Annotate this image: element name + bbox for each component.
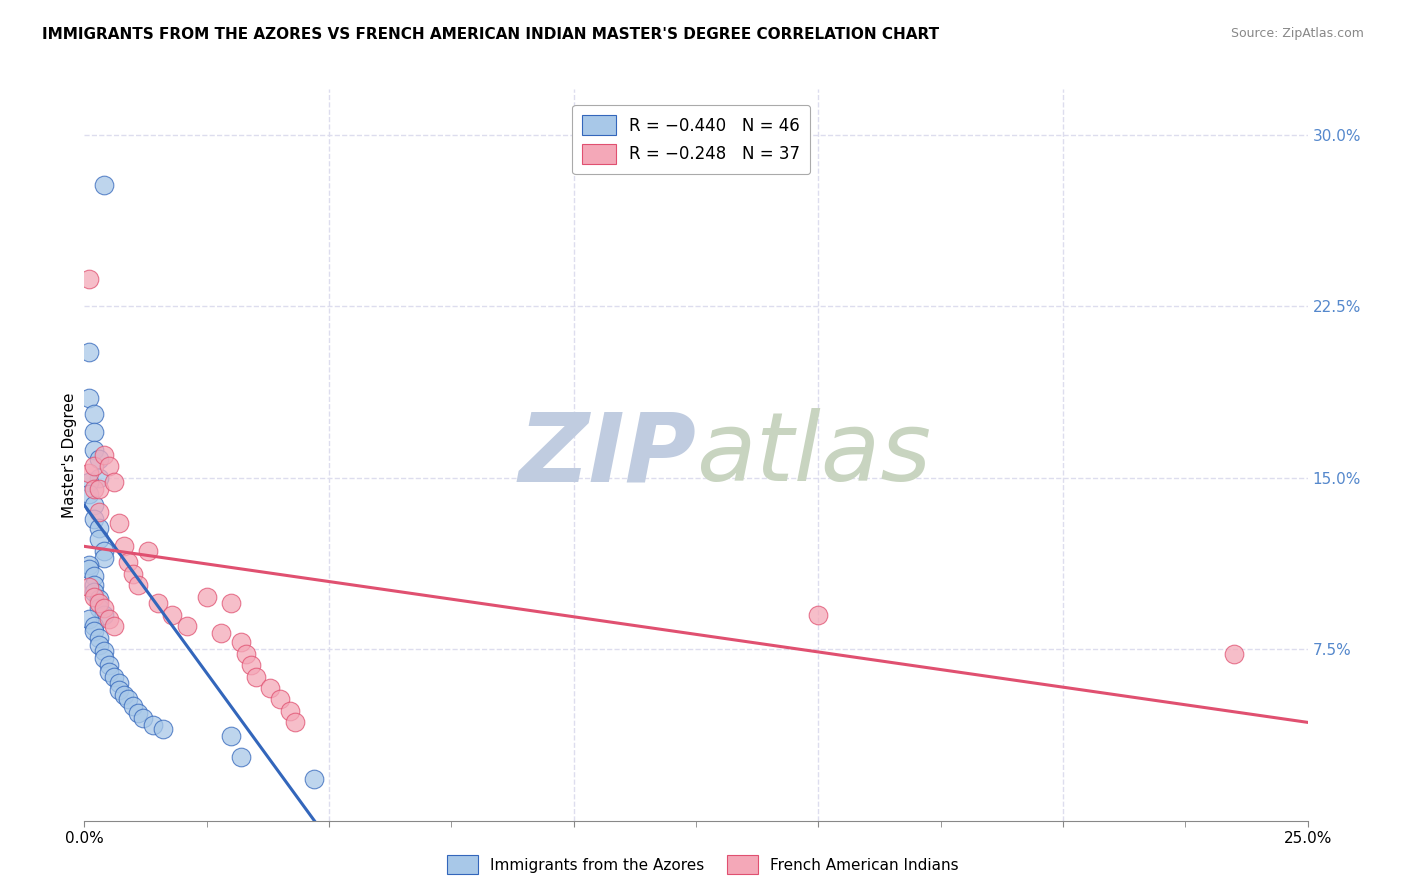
Point — [83, 585, 105, 599]
Point — [83, 578, 105, 592]
Point — [127, 578, 149, 592]
Point — [87, 597, 110, 611]
Point — [132, 711, 155, 725]
Point — [83, 624, 105, 638]
Point — [107, 683, 129, 698]
Point — [93, 550, 115, 565]
Point — [103, 670, 125, 684]
Point — [77, 345, 100, 359]
Legend: Immigrants from the Azores, French American Indians: Immigrants from the Azores, French Ameri… — [441, 849, 965, 880]
Point — [195, 590, 218, 604]
Point — [83, 407, 105, 421]
Point — [87, 471, 110, 485]
Point — [278, 704, 301, 718]
Point — [127, 706, 149, 721]
Point — [1223, 647, 1246, 661]
Point — [93, 544, 115, 558]
Point — [77, 562, 100, 576]
Point — [245, 670, 267, 684]
Text: IMMIGRANTS FROM THE AZORES VS FRENCH AMERICAN INDIAN MASTER'S DEGREE CORRELATION: IMMIGRANTS FROM THE AZORES VS FRENCH AME… — [42, 27, 939, 42]
Point — [77, 391, 100, 405]
Point — [176, 619, 198, 633]
Point — [97, 613, 120, 627]
Point — [83, 498, 105, 512]
Point — [209, 626, 232, 640]
Point — [83, 443, 105, 458]
Point — [83, 590, 105, 604]
Point — [235, 647, 257, 661]
Point — [87, 521, 110, 535]
Point — [103, 619, 125, 633]
Point — [162, 607, 184, 622]
Point — [87, 533, 110, 547]
Point — [93, 601, 115, 615]
Point — [83, 619, 105, 633]
Point — [77, 558, 100, 572]
Point — [83, 482, 105, 496]
Point — [269, 692, 291, 706]
Point — [97, 665, 120, 679]
Point — [259, 681, 281, 695]
Point — [122, 699, 145, 714]
Point — [83, 459, 105, 474]
Point — [97, 658, 120, 673]
Point — [83, 569, 105, 583]
Point — [83, 512, 105, 526]
Point — [87, 631, 110, 645]
Point — [152, 723, 174, 737]
Point — [77, 613, 100, 627]
Point — [87, 482, 110, 496]
Text: atlas: atlas — [696, 409, 931, 501]
Point — [77, 475, 100, 490]
Point — [304, 772, 326, 787]
Point — [284, 715, 307, 730]
Point — [77, 487, 100, 501]
Point — [219, 597, 242, 611]
Legend: R = −0.440   N = 46, R = −0.248   N = 37: R = −0.440 N = 46, R = −0.248 N = 37 — [572, 105, 810, 174]
Point — [87, 601, 110, 615]
Point — [77, 581, 100, 595]
Point — [93, 448, 115, 462]
Point — [87, 505, 110, 519]
Point — [107, 516, 129, 531]
Point — [87, 638, 110, 652]
Point — [93, 607, 115, 622]
Point — [107, 676, 129, 690]
Point — [229, 635, 252, 649]
Point — [229, 749, 252, 764]
Point — [142, 717, 165, 731]
Text: ZIP: ZIP — [517, 409, 696, 501]
Point — [146, 597, 169, 611]
Point — [112, 688, 135, 702]
Point — [136, 544, 159, 558]
Point — [77, 466, 100, 480]
Y-axis label: Master's Degree: Master's Degree — [62, 392, 77, 517]
Point — [93, 178, 115, 193]
Point — [122, 566, 145, 581]
Point — [117, 692, 139, 706]
Point — [239, 658, 262, 673]
Point — [83, 425, 105, 439]
Point — [87, 591, 110, 606]
Point — [117, 555, 139, 569]
Point — [93, 651, 115, 665]
Point — [219, 729, 242, 743]
Point — [807, 607, 830, 622]
Point — [93, 644, 115, 658]
Point — [87, 452, 110, 467]
Text: Source: ZipAtlas.com: Source: ZipAtlas.com — [1230, 27, 1364, 40]
Point — [97, 459, 120, 474]
Point — [77, 272, 100, 286]
Point — [112, 539, 135, 553]
Point — [103, 475, 125, 490]
